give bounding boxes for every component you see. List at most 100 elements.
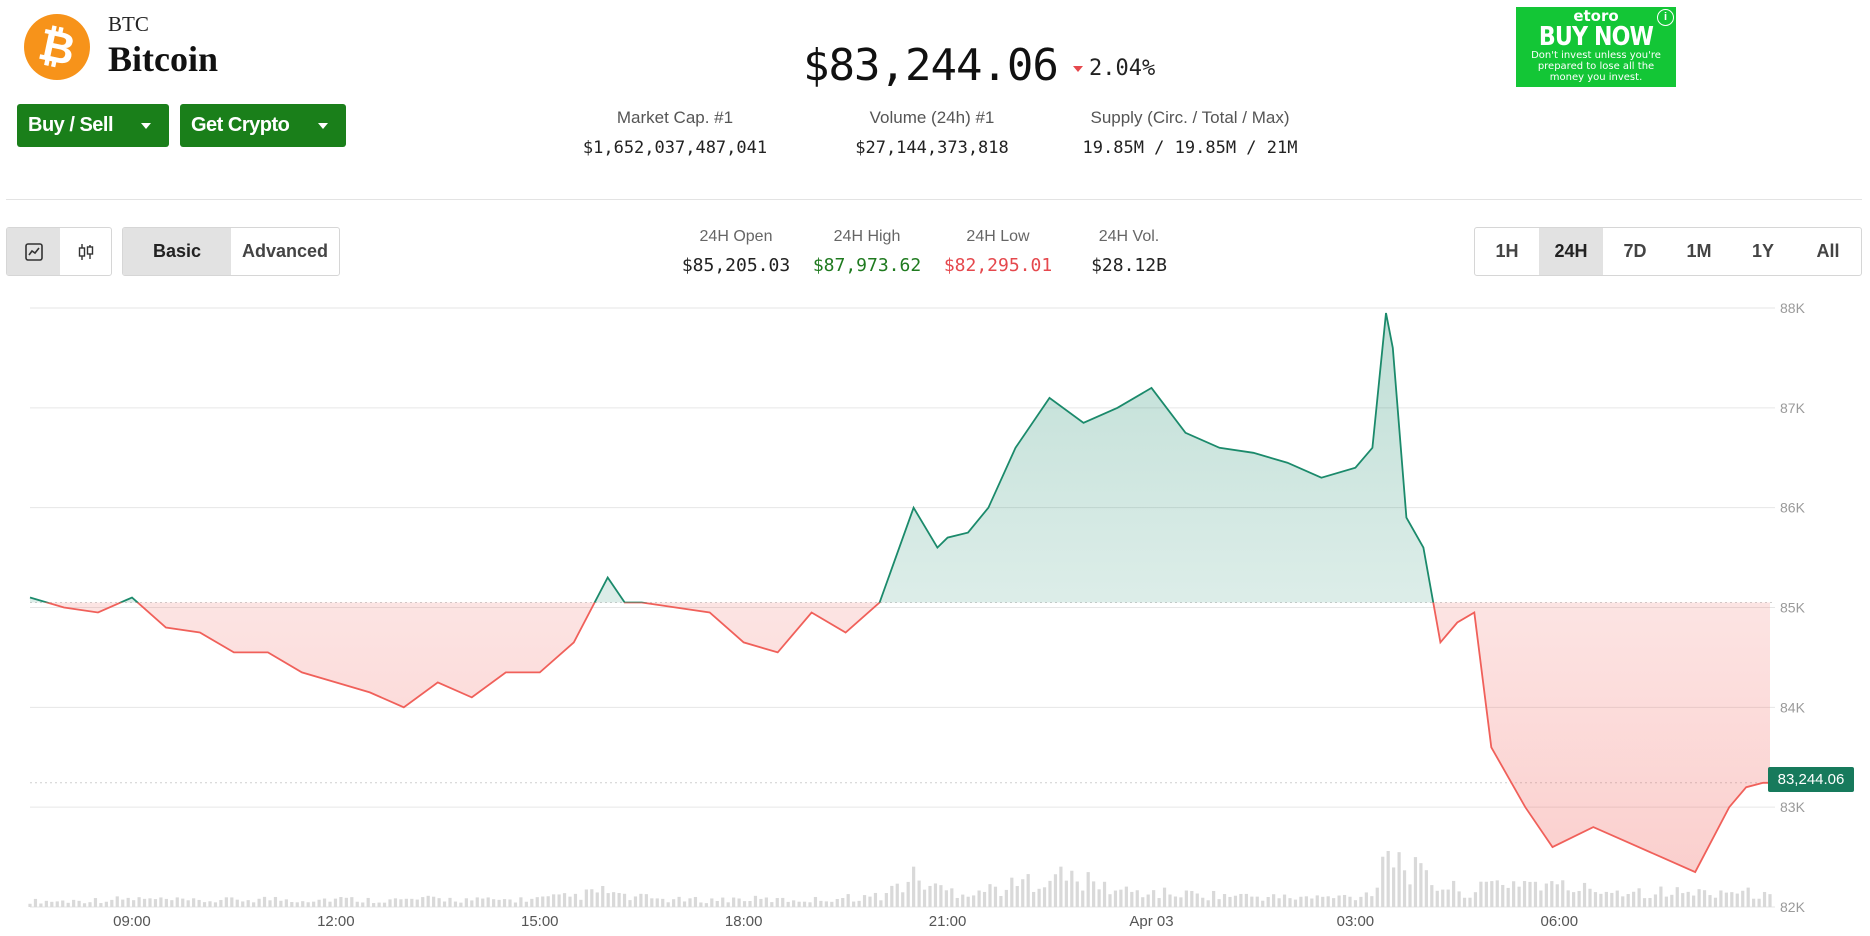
y-tick-label: 88K: [1780, 300, 1806, 316]
volume-bar: [1135, 890, 1139, 907]
volume-bar: [1653, 894, 1658, 907]
volume-bar: [879, 900, 883, 907]
volume-24h-value: $28.12B: [1091, 255, 1167, 276]
area-fill-down: [47, 602, 1770, 873]
volume-bar: [1512, 881, 1516, 907]
volume-bar: [682, 901, 687, 907]
range-all-button[interactable]: All: [1816, 241, 1840, 261]
supply-label: Supply (Circ. / Total / Max): [1090, 108, 1290, 127]
volume-bar: [1544, 883, 1548, 907]
volume-bar: [1561, 880, 1565, 907]
volume-bar: [328, 901, 332, 907]
volume-bar: [1741, 890, 1745, 907]
price-change: 2.04%: [1089, 56, 1156, 81]
volume-bar: [1021, 879, 1025, 907]
volume-bar: [1479, 881, 1483, 907]
volume-bar: [33, 898, 38, 907]
volume-bar: [284, 899, 288, 907]
volume-bar: [442, 901, 447, 907]
volume-bar: [1124, 886, 1128, 907]
get-crypto-button[interactable]: Get Crypto: [180, 104, 346, 147]
volume-bar: [639, 893, 643, 907]
volume-bar: [104, 901, 108, 907]
price-chart[interactable]: 88K 87K 86K 85K 84K 83K 82K 09:00 12:00 15:00 18:0…: [0, 290, 1870, 936]
volume-bar: [906, 881, 910, 907]
volume-bar: [1484, 881, 1488, 907]
volume-bar: [1708, 895, 1712, 907]
volume-bar: [88, 902, 92, 907]
range-1m-button[interactable]: 1M: [1686, 241, 1712, 261]
volume-bar: [1457, 891, 1461, 907]
volume-bar: [950, 888, 954, 907]
volume-bar: [1217, 899, 1221, 907]
get-crypto-label: Get Crypto: [191, 114, 290, 136]
volume-bar: [557, 894, 561, 907]
volume-bar: [1342, 894, 1347, 907]
candlestick-icon[interactable]: [60, 228, 111, 275]
range-1y-button[interactable]: 1Y: [1751, 241, 1775, 261]
buy-sell-button[interactable]: Buy / Sell: [17, 104, 169, 147]
range-24h-button[interactable]: 24H: [1539, 228, 1603, 275]
volume-bar: [1048, 880, 1052, 907]
volume-bar: [552, 894, 556, 907]
volume-bar: [1370, 896, 1374, 907]
volume-bar: [1555, 884, 1559, 907]
range-7d-button[interactable]: 7D: [1623, 241, 1647, 261]
volume-bar: [1212, 890, 1216, 907]
market-cap-value: $1,652,037,487,041: [582, 138, 768, 158]
volume-bar: [1441, 889, 1445, 907]
volume-bar: [1626, 894, 1630, 907]
volume-bar: [524, 901, 528, 907]
volume-bar: [470, 900, 474, 907]
volume-bar: [1299, 896, 1303, 907]
volume-bar: [655, 898, 659, 907]
volume-bar: [1184, 890, 1188, 907]
volume-bar: [1162, 887, 1167, 907]
volume-bar: [1566, 890, 1570, 907]
volume-bar: [213, 902, 218, 907]
volume-bar: [481, 898, 485, 907]
info-icon[interactable]: i: [1657, 9, 1674, 26]
volume-bar: [715, 900, 719, 907]
volume-bar: [562, 893, 567, 907]
volume-bar: [1402, 870, 1407, 907]
volume-bar: [164, 898, 168, 907]
mode-advanced-button[interactable]: Advanced: [241, 241, 329, 261]
volume-label: Volume (24h) #1: [869, 108, 995, 127]
x-tick-label: 18:00: [725, 913, 763, 930]
volume-bar: [748, 900, 752, 907]
chart-type-toggle: [6, 227, 112, 276]
line-chart-icon[interactable]: [7, 228, 60, 275]
volume-bar: [1702, 890, 1707, 907]
etoro-ad-banner[interactable]: etoro BUY NOW Don't invest unless you're…: [1516, 7, 1676, 87]
volume-bar: [1713, 897, 1718, 907]
range-1h-button[interactable]: 1H: [1495, 241, 1519, 261]
volume-bar: [1533, 881, 1538, 907]
volume-bar: [1075, 881, 1079, 907]
volume-bar: [1593, 892, 1598, 907]
volume-bar: [612, 892, 616, 907]
chevron-down-icon: [141, 123, 151, 129]
volume-bar: [1244, 893, 1248, 907]
volume-bar: [1604, 891, 1608, 907]
volume-bar: [475, 897, 479, 907]
volume-bar: [775, 898, 779, 907]
volume-bar: [235, 899, 239, 907]
volume-bar: [568, 896, 572, 907]
volume-bar: [1250, 896, 1254, 907]
volume-bar: [115, 896, 119, 907]
volume-bar: [693, 896, 698, 907]
volume-bar: [1550, 881, 1554, 907]
volume-bar: [241, 901, 245, 907]
volume-bar: [1522, 881, 1527, 907]
x-tick-label: 09:00: [113, 913, 151, 930]
volume-bar: [966, 896, 970, 907]
volume-bar: [726, 902, 730, 907]
volume-bar: [972, 895, 976, 907]
volume-bar: [28, 903, 32, 907]
volume-bar: [93, 898, 98, 907]
volume-bar: [1375, 887, 1379, 907]
mode-basic-button[interactable]: Basic: [123, 228, 231, 275]
volume-bar: [628, 900, 632, 907]
x-tick-label: 12:00: [317, 913, 355, 930]
